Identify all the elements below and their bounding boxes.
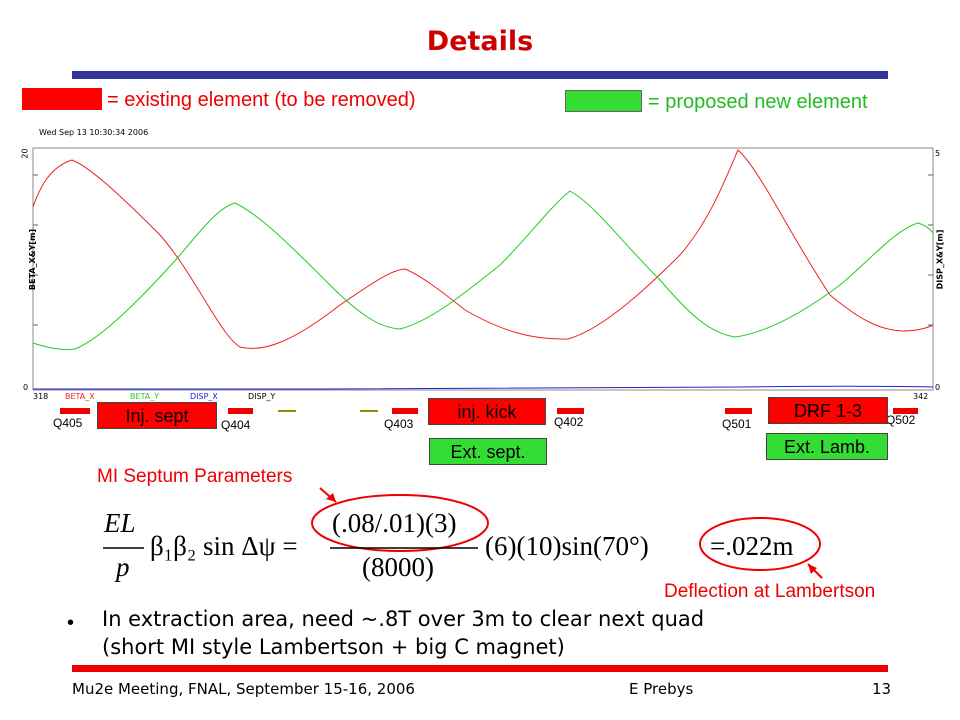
footer-author: E Prebys xyxy=(629,680,694,698)
arrow-deflection xyxy=(807,563,823,579)
optics-plot: Wed Sep 13 10:30:34 2006 BETA_X&Y[m] DIS… xyxy=(20,125,945,405)
footer-page-number: 13 xyxy=(872,680,892,698)
quad-label-q404: Q404 xyxy=(221,418,251,432)
element-bar-olive-1 xyxy=(278,410,296,412)
ext-sept-box: Ext. sept. xyxy=(429,438,547,465)
proposed-element-legend: = proposed new element xyxy=(648,91,868,113)
eq-numerator-right: (.08/.01)(3) xyxy=(332,508,457,538)
left-axis-label: BETA_X&Y[m] xyxy=(28,228,38,291)
eq-result: =.022m xyxy=(710,531,794,561)
legend-beta-x: BETA_X xyxy=(65,392,95,401)
right-tick-bottom: 0 xyxy=(935,383,941,392)
beta-y-curve xyxy=(32,190,934,350)
left-tick-bottom: 0 xyxy=(23,383,29,392)
ext-lamb-box: Ext. Lamb. xyxy=(766,433,888,460)
legend-disp-x: DISP_X xyxy=(190,392,218,401)
footer-rule xyxy=(72,665,888,672)
drf-box: DRF 1-3 xyxy=(768,397,888,424)
quad-bar-q402 xyxy=(557,408,584,414)
existing-element-legend: = existing element (to be removed) xyxy=(107,89,416,111)
quad-label-q501: Q501 xyxy=(722,417,752,431)
quad-bar-q403 xyxy=(392,408,418,414)
footer-meeting: Mu2e Meeting, FNAL, September 15-16, 200… xyxy=(72,680,415,698)
quad-label-q403: Q403 xyxy=(384,417,414,431)
right-axis-label: DISP_X&Y[m] xyxy=(935,229,945,290)
legend-beta-y: BETA_Y xyxy=(130,392,160,401)
inj-kick-box: inj. kick xyxy=(428,398,546,425)
bullet-line-2: (short MI style Lambertson + big C magne… xyxy=(102,635,565,659)
beta-x-curve xyxy=(32,149,934,349)
disp-x-curve xyxy=(33,385,934,390)
eq-numerator-left: EL xyxy=(104,508,136,538)
bullet-dot: • xyxy=(67,612,75,634)
x-start-label: 318 xyxy=(33,392,49,401)
plot-timestamp: Wed Sep 13 10:30:34 2006 xyxy=(39,128,149,137)
eq-beta-term: β₁β₂ sin Δψ = xyxy=(150,531,298,561)
plot-frame xyxy=(32,147,934,391)
mi-septum-heading: MI Septum Parameters xyxy=(97,466,293,487)
title-rule xyxy=(72,71,888,79)
existing-element-swatch xyxy=(22,88,102,110)
deflection-label: Deflection at Lambertson xyxy=(664,581,876,602)
legend-disp-y: DISP_Y xyxy=(248,392,276,401)
inj-sept-box: Inj. sept xyxy=(97,402,217,429)
quad-bar-q501 xyxy=(725,408,752,414)
quad-bar-q405 xyxy=(60,408,90,414)
eq-tail: (6)(10)sin(70°) xyxy=(485,531,649,561)
optics-plot-svg xyxy=(32,147,934,391)
proposed-element-swatch xyxy=(565,90,642,112)
quad-label-q405: Q405 xyxy=(53,416,83,430)
bullet-line-1: In extraction area, need ~.8T over 3m to… xyxy=(102,607,705,631)
slide-title: Details xyxy=(426,26,534,57)
quad-bar-q502 xyxy=(893,408,918,414)
arrow-septum xyxy=(319,487,337,503)
right-tick-top: 5 xyxy=(935,149,941,158)
eq-denominator-left: p xyxy=(116,552,130,582)
quad-bar-q404 xyxy=(228,408,253,414)
left-tick-top: 20 xyxy=(20,148,30,159)
element-bar-olive-2 xyxy=(360,410,378,412)
quad-label-q502: Q502 xyxy=(886,413,916,427)
x-end-label: 342 xyxy=(913,392,929,401)
quad-label-q402: Q402 xyxy=(554,415,584,429)
eq-denominator-right: (8000) xyxy=(362,552,434,582)
